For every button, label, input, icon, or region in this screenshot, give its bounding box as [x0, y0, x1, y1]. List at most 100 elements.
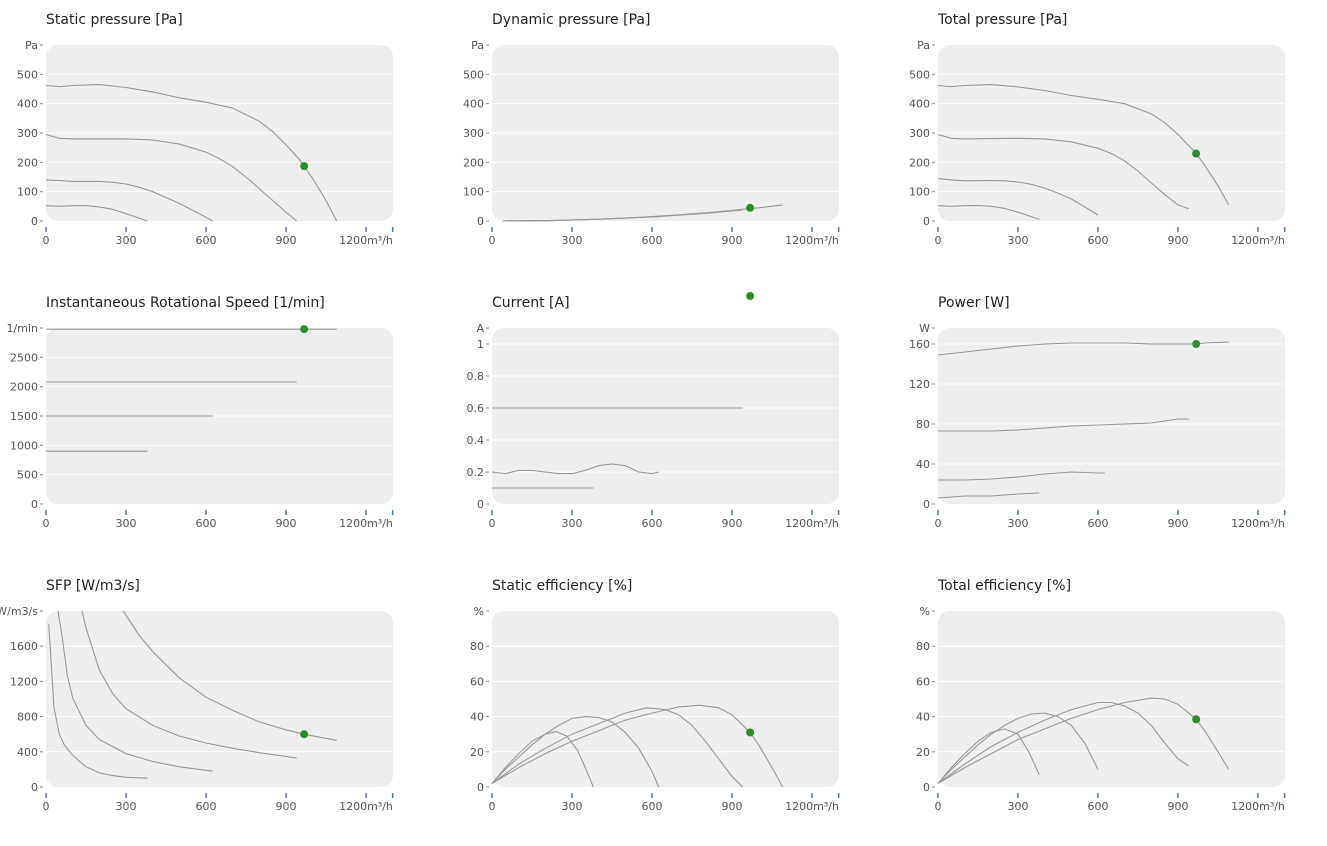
- y-tick-label: 60: [916, 675, 930, 688]
- x-tick-label: 900: [276, 234, 297, 247]
- chart-svg: 0 400 800 1200 1600 W/m3/s 0 300 600 900 1200m³/h: [0, 605, 394, 813]
- chart-panel: Dynamic pressure [Pa] 0 100 200 300 400 500 Pa 0…: [446, 0, 886, 270]
- y-tick-label: 1600: [10, 640, 38, 653]
- plot-area: [938, 328, 1285, 504]
- y-tick-label: 0: [31, 498, 38, 511]
- y-tick-label: 200: [909, 156, 930, 169]
- y-tick-label: 300: [17, 127, 38, 140]
- x-tick-label: 0: [489, 234, 496, 247]
- operating-point-marker[interactable]: [1192, 340, 1201, 348]
- x-tick-label: 0: [935, 517, 942, 530]
- y-tick-label: 400: [909, 98, 930, 111]
- operating-point-marker[interactable]: [746, 292, 755, 300]
- x-tick-label: 600: [642, 800, 663, 813]
- x-tick-label: 900: [722, 800, 743, 813]
- operating-point-marker[interactable]: [300, 162, 309, 171]
- x-tick-label: 600: [642, 234, 663, 247]
- chart-title: Total efficiency [%]: [938, 578, 1072, 594]
- x-tick-label: 0: [43, 800, 50, 813]
- chart-panel: Instantaneous Rotational Speed [1/min] 0 5…: [0, 283, 440, 553]
- x-tick-label: 300: [562, 800, 583, 813]
- chart-title: Instantaneous Rotational Speed [1/min]: [46, 295, 325, 311]
- y-unit-label: Pa: [917, 39, 930, 52]
- series-line: [45, 205, 148, 222]
- operating-point-marker[interactable]: [746, 203, 755, 212]
- y-unit-label: %: [474, 605, 484, 618]
- x-tick-label: 300: [1008, 800, 1029, 813]
- y-unit-label: 1/min: [7, 322, 38, 335]
- y-tick-label: 40: [470, 711, 484, 724]
- series-line: [937, 492, 1040, 499]
- series-line: [122, 610, 337, 741]
- x-tick-label: 600: [196, 517, 217, 530]
- operating-point-marker[interactable]: [1192, 149, 1201, 158]
- y-tick-label: 0: [477, 781, 484, 794]
- x-tick-label: 0: [489, 800, 496, 813]
- chart-svg: 0 100 200 300 400 500 Pa 0 300 600 900 1200m³/h: [17, 39, 394, 247]
- y-tick-label: 100: [463, 186, 484, 199]
- operating-point-marker[interactable]: [1192, 715, 1201, 724]
- operating-point-marker[interactable]: [746, 728, 755, 737]
- x-tick-label: 300: [116, 234, 137, 247]
- y-tick-label: 0: [923, 215, 930, 228]
- chart-svg: 0 100 200 300 400 500 Pa 0 300 600 900 1200m³/h: [463, 39, 840, 247]
- x-tick-label: 600: [642, 517, 663, 530]
- x-tick-label: 1200m³/h: [785, 800, 839, 813]
- series-line: [937, 701, 1190, 784]
- x-tick-label: 600: [196, 800, 217, 813]
- operating-point-marker[interactable]: [300, 325, 309, 334]
- y-tick-label: 1200: [10, 675, 38, 688]
- x-tick-label: 300: [116, 517, 137, 530]
- y-tick-label: 200: [463, 156, 484, 169]
- x-tick-label: 1200m³/h: [339, 517, 393, 530]
- x-tick-label: 600: [196, 234, 217, 247]
- y-tick-label: 0: [477, 215, 484, 228]
- x-tick-label: 0: [489, 517, 496, 530]
- y-tick-label: 0: [923, 781, 930, 794]
- series-line: [937, 712, 1099, 784]
- series-line: [937, 204, 1040, 221]
- x-tick-label: 1200m³/h: [1231, 517, 1285, 530]
- series-line: [491, 707, 744, 788]
- y-tick-label: 80: [916, 418, 930, 431]
- y-unit-label: %: [920, 605, 930, 618]
- x-tick-label: 300: [1008, 517, 1029, 530]
- x-tick-label: 1200m³/h: [1231, 800, 1285, 813]
- x-tick-label: 300: [1008, 234, 1029, 247]
- y-tick-label: 0.2: [467, 466, 485, 479]
- x-tick-label: 900: [722, 234, 743, 247]
- chart-panel: Current [A] 0 0.2 0.4 0.6 0.8 1 A 0 300 600 900 1200…: [446, 283, 886, 553]
- x-tick-label: 600: [1088, 517, 1109, 530]
- x-tick-label: 1200m³/h: [785, 234, 839, 247]
- series-line: [491, 704, 784, 788]
- y-unit-label: W: [919, 322, 930, 335]
- series-line: [45, 179, 213, 222]
- series-line: [937, 697, 1230, 784]
- y-tick-label: 2000: [10, 381, 38, 394]
- series-line: [937, 133, 1189, 210]
- y-tick-label: 100: [909, 186, 930, 199]
- y-unit-label: Pa: [471, 39, 484, 52]
- x-tick-label: 600: [1088, 234, 1109, 247]
- y-tick-label: 120: [909, 378, 930, 391]
- plot-area: [492, 611, 839, 787]
- chart-panel: Static pressure [Pa] 0 100 200 300 400 500 Pa 0 3…: [0, 0, 440, 270]
- y-tick-label: 200: [17, 156, 38, 169]
- operating-point-marker[interactable]: [300, 730, 309, 739]
- x-tick-label: 300: [562, 517, 583, 530]
- y-tick-label: 300: [909, 127, 930, 140]
- x-tick-label: 600: [1088, 800, 1109, 813]
- y-tick-label: 0: [31, 215, 38, 228]
- y-tick-label: 500: [909, 68, 930, 81]
- x-tick-label: 1200m³/h: [339, 234, 393, 247]
- series-line: [57, 610, 213, 772]
- chart-title: Static pressure [Pa]: [46, 12, 183, 28]
- series-line: [937, 84, 1230, 206]
- series-line: [491, 716, 660, 788]
- y-tick-label: 0: [923, 498, 930, 511]
- y-tick-label: 500: [17, 68, 38, 81]
- plot-area: [46, 611, 393, 787]
- chart-panel: Total pressure [Pa] 0 100 200 300 400 500 Pa 0 30…: [892, 0, 1327, 270]
- x-tick-label: 1200m³/h: [339, 800, 393, 813]
